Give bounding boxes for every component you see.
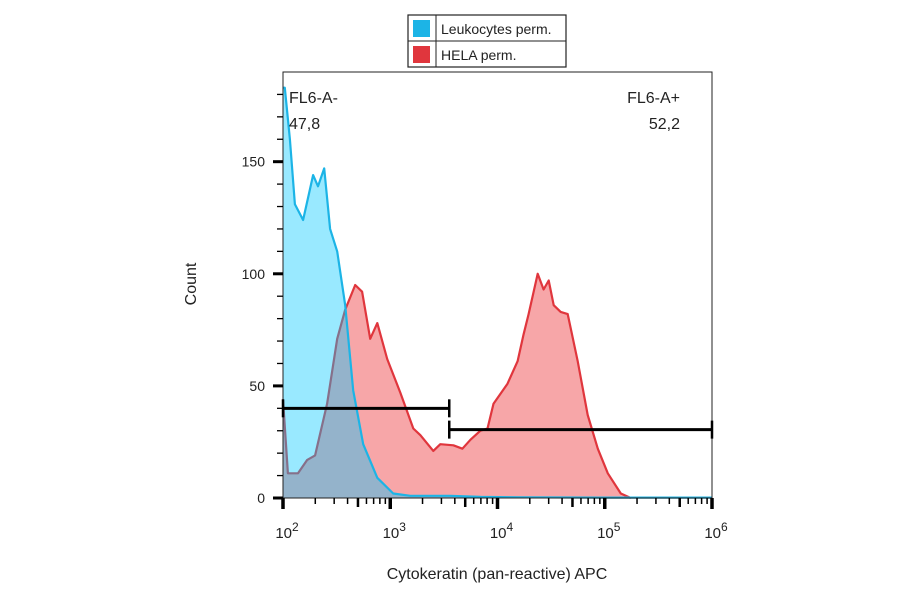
legend-label-leukocytes: Leukocytes perm.: [441, 21, 552, 37]
series-line-leukocytes: [283, 86, 712, 499]
series-layer: [281, 86, 712, 500]
gate-label-positive: FL6-A+: [627, 90, 680, 107]
x-tick-label: 104: [490, 520, 514, 542]
x-tick-label: 106: [704, 520, 728, 542]
y-tick-label: 0: [257, 490, 265, 506]
x-axis-label: Cytokeratin (pan-reactive) APC: [387, 566, 608, 583]
y-tick-label: 150: [242, 154, 266, 170]
y-tick-label: 50: [249, 378, 265, 394]
gate-label-negative: FL6-A-: [289, 90, 338, 107]
axis-layer: 0 50 100 150 102 103 104 105 106: [242, 93, 728, 542]
x-tick-label: 105: [597, 520, 621, 542]
legend-swatch-hela: [413, 46, 430, 63]
series-line-hela: [281, 272, 632, 500]
gate-value-positive: 52,2: [649, 116, 680, 133]
x-tick-label: 103: [383, 520, 407, 542]
series-area-hela: [283, 273, 631, 498]
x-tick-label: 102: [275, 520, 299, 542]
series-area-leukocytes: [283, 87, 712, 498]
gate-value-negative: 47,8: [289, 116, 320, 133]
legend: Leukocytes perm. HELA perm.: [407, 14, 567, 68]
y-tick-label: 100: [242, 266, 266, 282]
y-axis-label: Count: [183, 262, 200, 305]
legend-swatch-leukocytes: [413, 20, 430, 37]
legend-label-hela: HELA perm.: [441, 47, 516, 63]
